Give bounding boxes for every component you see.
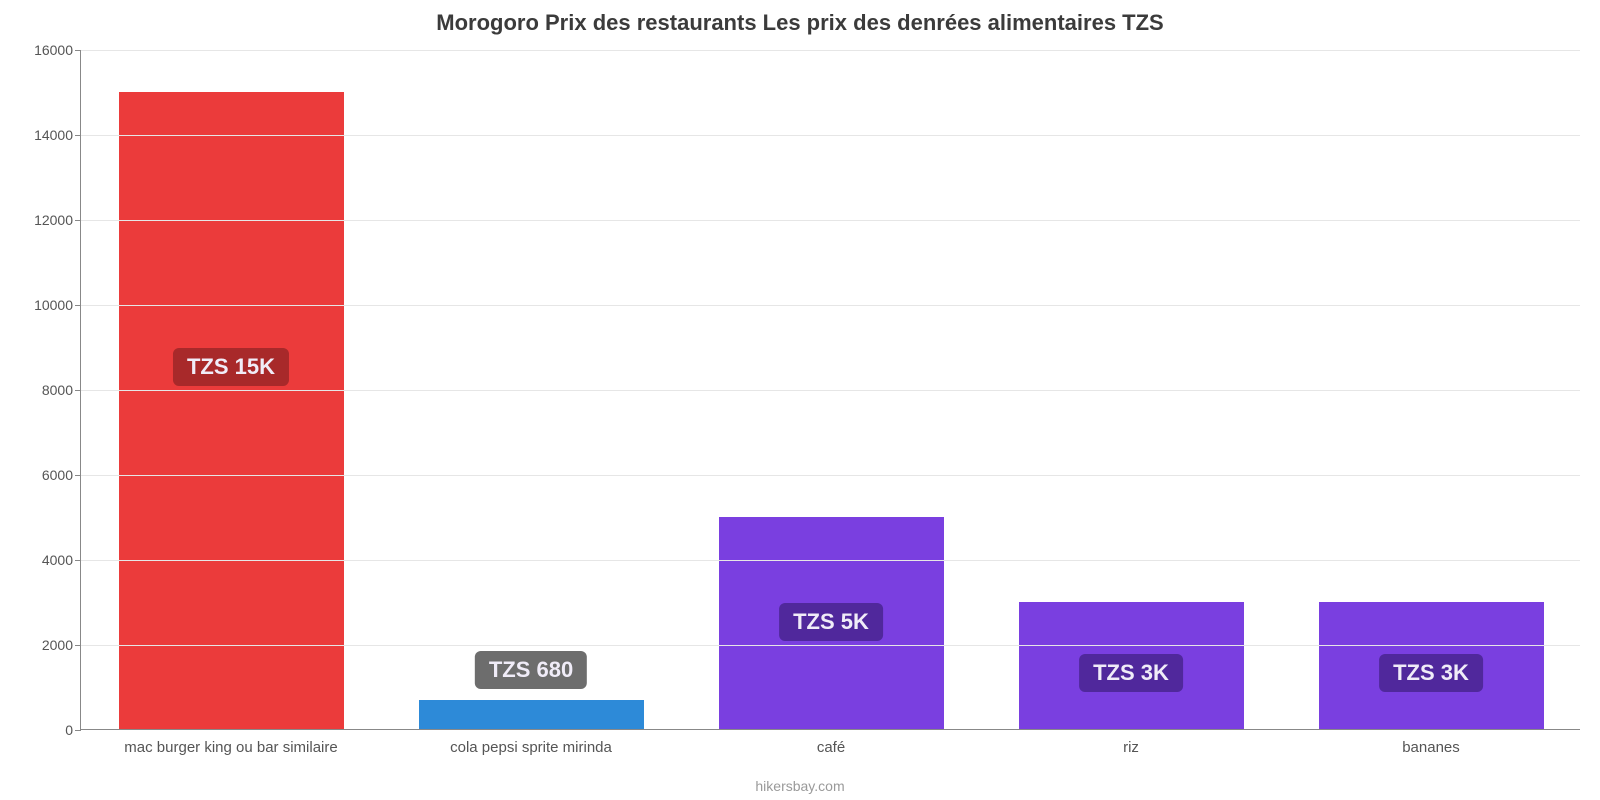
gridline (81, 475, 1580, 476)
y-tick-label: 12000 (34, 212, 81, 228)
y-tick-label: 8000 (42, 382, 81, 398)
bar (419, 700, 644, 729)
gridline (81, 390, 1580, 391)
y-tick-label: 16000 (34, 42, 81, 58)
gridline (81, 305, 1580, 306)
bar-value-label: TZS 3K (1379, 654, 1483, 692)
bar (119, 92, 344, 730)
x-tick-label: bananes (1402, 729, 1460, 756)
y-tick-label: 10000 (34, 297, 81, 313)
plot-area: 0200040006000800010000120001400016000mac… (80, 50, 1580, 730)
x-tick-label: cola pepsi sprite mirinda (450, 729, 612, 756)
x-tick-label: café (817, 729, 845, 756)
y-tick-label: 2000 (42, 637, 81, 653)
y-tick-label: 4000 (42, 552, 81, 568)
gridline (81, 560, 1580, 561)
y-tick-label: 6000 (42, 467, 81, 483)
y-tick-label: 0 (65, 722, 81, 738)
gridline (81, 220, 1580, 221)
bar-value-label: TZS 5K (779, 603, 883, 641)
x-tick-label: riz (1123, 729, 1139, 756)
price-bar-chart: Morogoro Prix des restaurants Les prix d… (0, 0, 1600, 800)
chart-footer: hikersbay.com (0, 778, 1600, 794)
bar-value-label: TZS 3K (1079, 654, 1183, 692)
bar-value-label: TZS 680 (475, 651, 587, 689)
x-tick-label: mac burger king ou bar similaire (124, 729, 337, 756)
chart-title: Morogoro Prix des restaurants Les prix d… (0, 10, 1600, 36)
gridline (81, 135, 1580, 136)
y-tick-label: 14000 (34, 127, 81, 143)
gridline (81, 50, 1580, 51)
bar-value-label: TZS 15K (173, 348, 289, 386)
gridline (81, 645, 1580, 646)
